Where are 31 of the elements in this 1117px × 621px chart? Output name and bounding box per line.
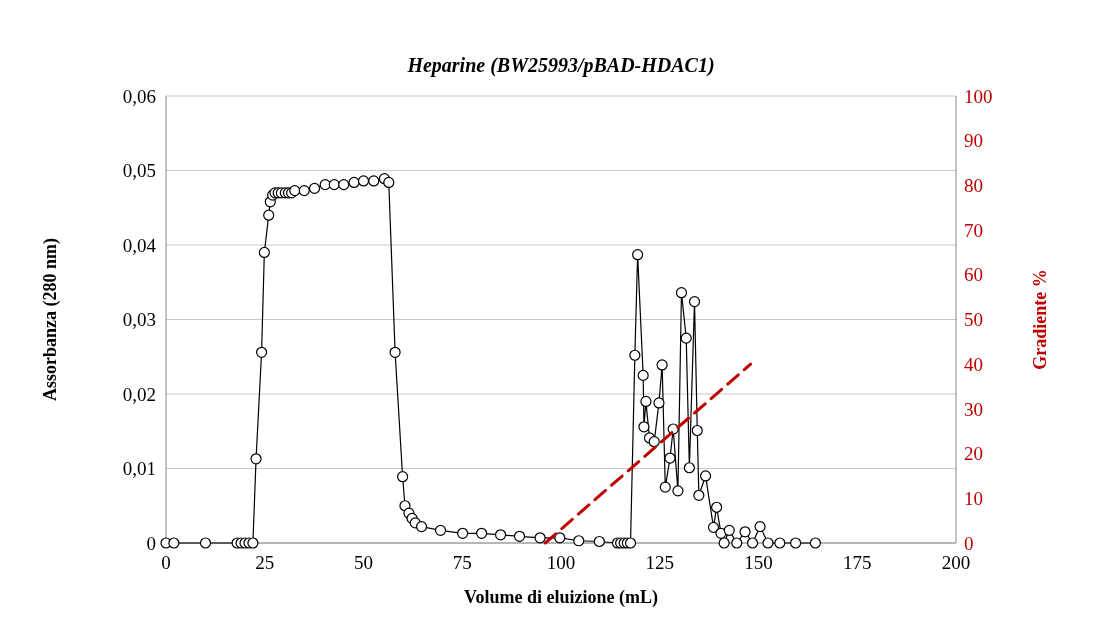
y-tick-label: 0,06 bbox=[122, 85, 156, 107]
y2-tick-label: 50 bbox=[964, 309, 983, 331]
x-tick-label: 125 bbox=[645, 552, 674, 573]
x-tick-label: 0 bbox=[161, 552, 171, 573]
y2-tick-label: 10 bbox=[964, 487, 983, 509]
y2-tick-label: 60 bbox=[964, 264, 983, 286]
y2-tick-label: 80 bbox=[964, 175, 983, 197]
x-tick-label: 200 bbox=[941, 552, 971, 573]
y-tick-label: 0,02 bbox=[122, 383, 156, 405]
y-tick-label: 0,03 bbox=[122, 309, 156, 331]
x-axis-title: Volume di eluizione (mL) bbox=[464, 587, 658, 608]
y2-tick-label: 20 bbox=[964, 443, 983, 465]
y2-tick-label: 100 bbox=[964, 85, 993, 107]
y2-tick-label: 90 bbox=[964, 130, 983, 152]
x-tick-label: 50 bbox=[354, 552, 373, 573]
x-tick-label: 25 bbox=[255, 552, 275, 573]
y2-tick-label: 40 bbox=[964, 353, 983, 375]
x-tick-label: 75 bbox=[452, 552, 472, 573]
y2-tick-label: 70 bbox=[964, 219, 983, 241]
x-tick-label: 100 bbox=[546, 552, 576, 573]
chart-title: Heparine (BW25993/pBAD-HDAC1) bbox=[406, 54, 715, 77]
y2-tick-label: 0 bbox=[964, 532, 974, 554]
x-tick-label: 175 bbox=[843, 552, 872, 573]
y-tick-label: 0,01 bbox=[122, 458, 156, 480]
y-axis-title: Assorbanza (280 nm) bbox=[40, 237, 61, 402]
y-tick-label: 0 bbox=[146, 532, 156, 554]
y-tick-label: 0,04 bbox=[122, 234, 157, 256]
y2-tick-label: 30 bbox=[964, 398, 983, 420]
y2-axis-title: Gradiente % bbox=[1030, 269, 1050, 370]
x-tick-label: 150 bbox=[744, 552, 773, 573]
y-tick-label: 0,05 bbox=[122, 160, 156, 182]
